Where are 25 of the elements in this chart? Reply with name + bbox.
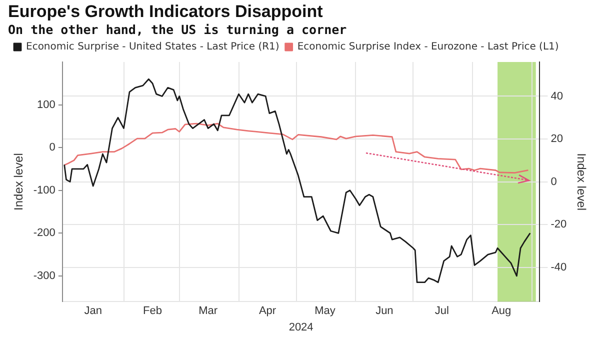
- y2-tick-label: -20: [550, 218, 567, 231]
- y2-tick-label: 40: [550, 90, 563, 102]
- chart-title: Europe's Growth Indicators Disappoint: [8, 2, 323, 22]
- x-tick-label: May: [314, 305, 336, 318]
- y2-tick-label: -40: [550, 261, 567, 274]
- x-tick-label: Jan: [84, 305, 102, 318]
- y-tick-label: -300: [33, 270, 56, 282]
- y-axis-title: Index level: [12, 153, 26, 210]
- x-tick-label: Mar: [198, 305, 218, 318]
- legend-label: Economic Surprise - United States - Last Price (R1): [26, 42, 280, 53]
- chart-subtitle: On the other hand, the US is turning a corner: [8, 22, 347, 37]
- y2-tick-label: 0: [550, 176, 557, 188]
- y2-axis-title: Index level: [574, 153, 588, 210]
- legend-label: Economic Surprise Index - Eurozone - Last Price (L1): [297, 42, 559, 53]
- y2-tick-label: 20: [550, 133, 563, 146]
- x-axis-title: 2024: [288, 321, 314, 334]
- y-tick-label: -200: [33, 227, 56, 240]
- y-tick-label: 0: [49, 142, 56, 154]
- x-tick-label: Aug: [492, 305, 512, 318]
- x-tick-label: Feb: [143, 305, 162, 318]
- y-tick-label: -100: [33, 184, 56, 196]
- x-tick-label: Jul: [434, 305, 449, 318]
- x-tick-label: Apr: [258, 305, 276, 318]
- x-tick-label: Jun: [376, 305, 394, 318]
- y-tick-label: 100: [37, 98, 56, 111]
